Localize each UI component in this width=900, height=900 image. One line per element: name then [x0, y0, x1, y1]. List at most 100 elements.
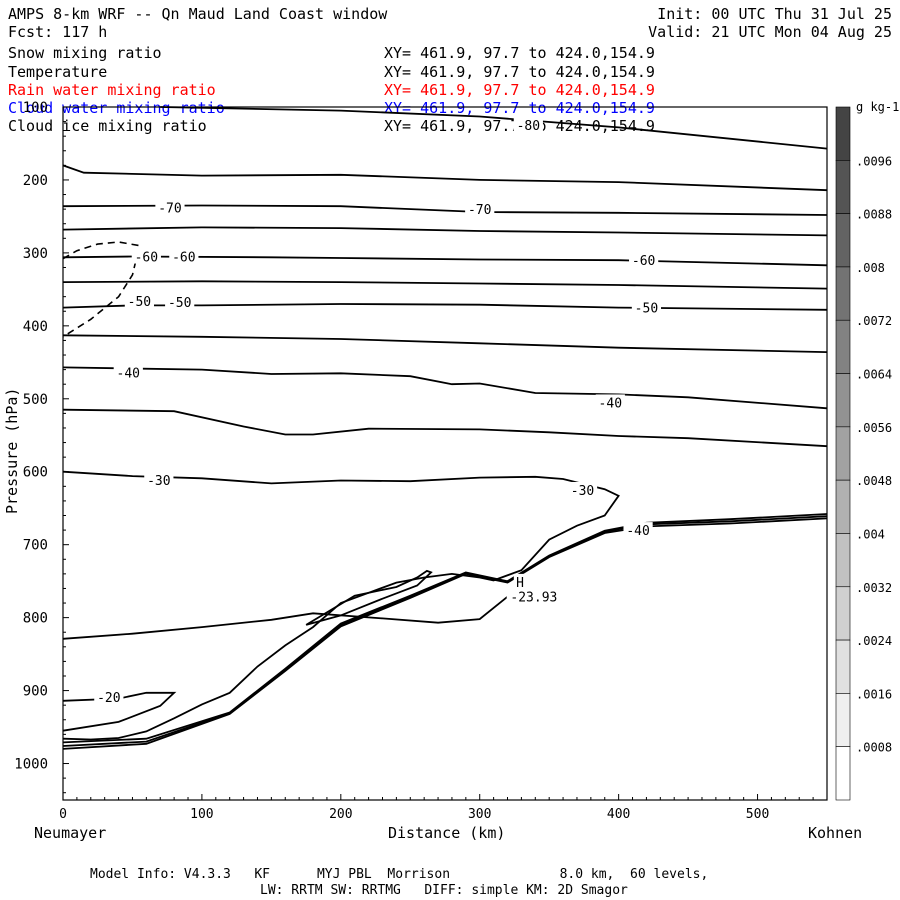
x-tick-label: 100	[190, 807, 213, 822]
init-time: Init: 00 UTC Thu 31 Jul 25	[657, 5, 892, 23]
plot-frame	[62, 106, 828, 801]
contour-line-0	[160, 106, 828, 150]
y-tick-label: 500	[23, 392, 48, 408]
contour-line-14	[62, 515, 828, 747]
contour-label: -80	[517, 119, 540, 134]
contour-line-3	[62, 226, 828, 237]
contour-label-bg	[567, 481, 598, 497]
contour-label-bg	[94, 689, 124, 705]
contour-lines	[62, 106, 828, 750]
colorbar-tick-label: .0072	[856, 314, 892, 328]
y-tick-label: 700	[23, 538, 48, 554]
contour-label-bg	[169, 248, 199, 264]
contour-label: -40	[599, 396, 622, 411]
x-right-station: Kohnen	[808, 824, 863, 842]
contour-label-bg	[623, 522, 653, 538]
field-xy-snow: XY= 461.9, 97.7 to 424.0,154.9	[384, 44, 655, 62]
chart-title: AMPS 8-km WRF -- Qn Maud Land Coast wind…	[8, 5, 388, 23]
contour-label-bg	[465, 201, 495, 217]
field-xy-rain: XY= 461.9, 97.7 to 424.0,154.9	[384, 81, 655, 99]
contour-label-bg	[131, 248, 161, 264]
contour-label: -70	[468, 203, 491, 218]
x-axis-title: Distance (km)	[388, 824, 506, 842]
colorbar-unit: g kg-1	[856, 100, 899, 114]
y-tick-label: 300	[23, 246, 48, 262]
colorbar-bin	[835, 266, 851, 321]
field-label-cloud-water: Cloud water mixing ratio	[8, 99, 225, 117]
contour-label-bg	[631, 299, 662, 315]
contour-label: -60	[135, 251, 158, 266]
contour-label-bg	[165, 293, 195, 309]
colorbar: .0008 .0016 .0024 .0032 .004 .0048 .0056 .0064.…	[835, 100, 899, 801]
contour-label-bg	[144, 471, 174, 487]
contour-label: -50	[635, 302, 658, 317]
x-tick-label: 400	[607, 807, 630, 822]
y-tick-label: 600	[23, 465, 48, 481]
y-tick-label: 200	[23, 173, 48, 189]
contour-label-bg	[155, 199, 185, 215]
colorbar-tick-label: .0056	[856, 421, 892, 435]
y-tick-label: 800	[23, 611, 48, 627]
y-axis-title: Pressure (hPa)	[3, 387, 21, 514]
contour-label-bg	[595, 394, 625, 410]
y-tick-label: 400	[23, 319, 48, 335]
contour-line-13	[62, 513, 828, 744]
colorbar-tick-label: .0064	[856, 368, 892, 382]
colorbar-bin	[835, 319, 851, 374]
colorbar-bin	[835, 586, 851, 641]
contour-label-bg	[113, 364, 143, 380]
x-left-station: Neumayer	[34, 824, 107, 842]
colorbar-tick-label: .0096	[856, 154, 892, 168]
colorbar-bin	[835, 213, 851, 268]
colorbar-tick-label: .0088	[856, 208, 892, 222]
contour-label: -30	[147, 474, 170, 489]
colorbar-bin	[835, 373, 851, 428]
colorbar-tick-label: .0024	[856, 634, 892, 648]
field-xy-cloud-water: XY= 461.9, 97.7 to 424.0,154.9	[384, 99, 655, 117]
valid-time: Valid: 21 UTC Mon 04 Aug 25	[648, 23, 892, 41]
contour-label: -23.93	[510, 590, 557, 605]
contour-line-16	[305, 569, 433, 626]
y-tick-label: 900	[23, 684, 48, 700]
contour-label-bg	[629, 252, 659, 268]
contour-line-10	[62, 470, 620, 741]
colorbar-tick-label: .0032	[856, 581, 892, 595]
contour-label-bg	[513, 573, 527, 589]
x-tick-label: 500	[746, 807, 769, 822]
y-tick-label: 100	[23, 100, 48, 116]
contour-label: -20	[97, 691, 120, 706]
colorbar-bin	[835, 160, 851, 214]
contour-line-7	[62, 334, 828, 353]
contour-line-5	[62, 280, 828, 290]
contour-line-9	[62, 408, 828, 448]
contour-line-15	[62, 517, 828, 750]
y-tick-label: 1000	[14, 757, 48, 773]
axes: 100 200 300 400 500 600 700 800 900 1000 0 100 200 30…	[14, 100, 828, 822]
colorbar-bin	[835, 533, 851, 588]
model-info: Model Info: V4.3.3 KF MYJ PBL Morrison 8…	[90, 867, 709, 882]
x-tick-label: 200	[329, 807, 352, 822]
contour-label-bg	[513, 117, 543, 133]
field-label-snow: Snow mixing ratio	[8, 44, 162, 62]
contour-label-bg	[124, 293, 154, 309]
x-tick-label: 0	[59, 807, 67, 822]
contour-label: -60	[632, 254, 655, 269]
contour-label: -50	[128, 295, 151, 310]
model-info-2: LW: RRTM SW: RRTMG DIFF: simple KM: 2D S…	[260, 883, 628, 898]
field-label-temperature: Temperature	[8, 63, 108, 81]
contour-line-1	[62, 164, 828, 192]
contour-label: -60	[172, 251, 195, 266]
colorbar-bin	[835, 693, 851, 747]
contour-label: -70	[158, 202, 181, 217]
contour-label: H	[516, 576, 524, 591]
contour-label: -40	[117, 367, 140, 382]
colorbar-bin	[835, 746, 851, 801]
contour-label: -40	[626, 524, 649, 539]
contour-line-8	[62, 366, 828, 410]
x-tick-label: 300	[468, 807, 491, 822]
contour-labels: -80 -70 -70 -60 -60 -60 -50 -50 -50 -40 -40 -30 -30 -…	[94, 117, 662, 706]
colorbar-tick-label: .0008	[856, 741, 892, 755]
field-label-cloud-ice: Cloud ice mixing ratio	[8, 117, 207, 135]
colorbar-tick-label: .0016	[856, 687, 892, 701]
